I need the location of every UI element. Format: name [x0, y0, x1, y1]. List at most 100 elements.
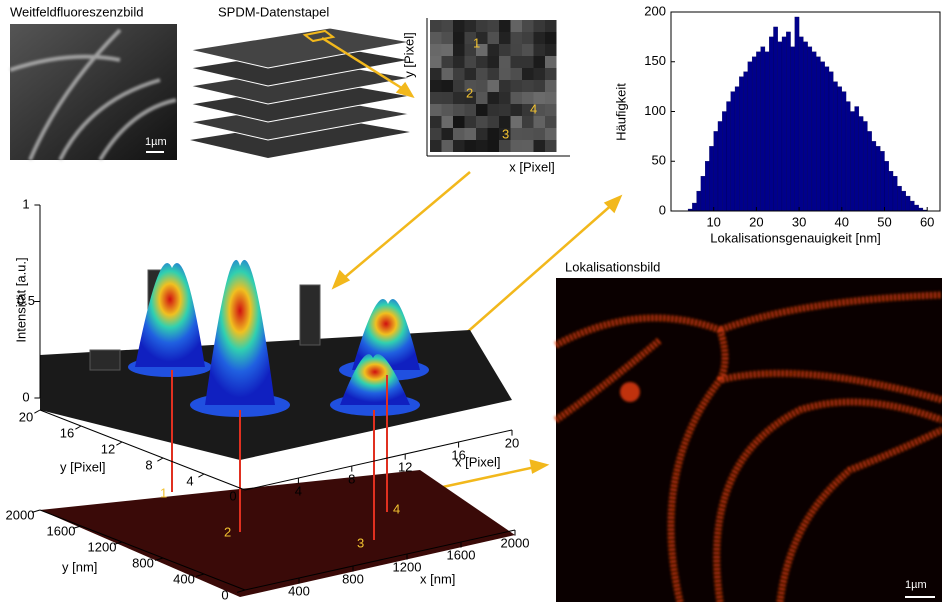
- pixel: [511, 92, 523, 104]
- bar: [829, 72, 833, 211]
- pixel: [522, 20, 534, 32]
- pixel: [534, 32, 546, 44]
- bar: [786, 32, 790, 211]
- pixel: [453, 32, 465, 44]
- bar: [778, 42, 782, 211]
- pixel: [430, 116, 442, 128]
- pixel: [488, 128, 500, 140]
- pixel: [545, 104, 557, 116]
- tick-label: 20: [505, 435, 519, 450]
- tick-label: 1200: [393, 559, 422, 574]
- bar: [769, 37, 773, 211]
- tick-label: 0: [221, 587, 228, 602]
- inset-spot: 4: [530, 101, 537, 116]
- pixel: [465, 128, 477, 140]
- bar: [795, 17, 799, 211]
- bar: [850, 112, 854, 212]
- y-tick-label: 100: [644, 103, 666, 118]
- tick-label: 400: [288, 583, 310, 598]
- pixel: [476, 20, 488, 32]
- pixel: [499, 104, 511, 116]
- pixel: [545, 32, 557, 44]
- bar: [863, 121, 867, 211]
- bar: [791, 47, 795, 211]
- pixel: [522, 56, 534, 68]
- bar: [765, 52, 769, 211]
- tick-label: 2000: [501, 535, 530, 550]
- pixel: [499, 80, 511, 92]
- bar: [722, 112, 726, 212]
- pixel: [453, 20, 465, 32]
- pixel-inset: [430, 20, 557, 152]
- pixel: [534, 116, 546, 128]
- inset-spot: 1: [473, 35, 480, 50]
- pixel: [511, 56, 523, 68]
- pixel: [476, 80, 488, 92]
- x-tick-label: 20: [749, 214, 763, 229]
- pixel: [476, 116, 488, 128]
- tick-label: 12: [101, 441, 115, 456]
- pixel: [545, 140, 557, 152]
- bar: [761, 47, 765, 211]
- tick-label: 4: [295, 483, 302, 498]
- bar: [820, 62, 824, 211]
- bar: [825, 67, 829, 211]
- pixel: [511, 20, 523, 32]
- pixel: [522, 128, 534, 140]
- bar: [889, 171, 893, 211]
- scalebar-label: 1µm: [905, 579, 927, 591]
- bar: [833, 82, 837, 211]
- pixel: [453, 92, 465, 104]
- bar: [697, 191, 701, 211]
- pixel: [430, 128, 442, 140]
- tick-mark: [157, 458, 163, 461]
- bar: [731, 92, 735, 211]
- figure: Weitfeldfluoreszenzbild 1µm SPDM-Datenst…: [0, 0, 942, 602]
- pixel: [442, 56, 454, 68]
- pixel: [453, 104, 465, 116]
- pixel: [430, 20, 442, 32]
- pixel: [534, 68, 546, 80]
- bar: [867, 131, 871, 211]
- origin-label: 0: [229, 488, 236, 503]
- pixel: [534, 44, 546, 56]
- bar: [799, 37, 803, 211]
- x-tick-label: 60: [920, 214, 934, 229]
- pixel: [545, 128, 557, 140]
- widefield-title: Weitfeldfluoreszenzbild: [10, 4, 143, 19]
- pixel: [453, 68, 465, 80]
- tick-label: 2000: [6, 507, 35, 522]
- tick-label: 12: [398, 459, 412, 474]
- pixel: [476, 56, 488, 68]
- pixel: [499, 56, 511, 68]
- pixel: [534, 80, 546, 92]
- spot-label: 4: [393, 501, 400, 516]
- pixel: [511, 140, 523, 152]
- pixel: [465, 140, 477, 152]
- pixel: [476, 68, 488, 80]
- bar: [846, 102, 850, 211]
- pixel: [499, 140, 511, 152]
- bar: [914, 205, 918, 211]
- stack: [190, 28, 410, 158]
- pixel: [442, 80, 454, 92]
- histogram: 050100150200102030405060Lokalisationsgen…: [613, 3, 940, 245]
- bar: [872, 141, 876, 211]
- y-tick-label: 150: [644, 53, 666, 68]
- tick-label: 8: [145, 457, 152, 472]
- bar: [906, 196, 910, 211]
- pixel: [465, 116, 477, 128]
- tick-mark: [198, 474, 204, 477]
- pixel: [545, 20, 557, 32]
- bar: [705, 161, 709, 211]
- pixel: [511, 68, 523, 80]
- pixel: [488, 56, 500, 68]
- localization-title: Lokalisationsbild: [565, 259, 660, 274]
- pixel: [442, 116, 454, 128]
- y-tick-label: 50: [652, 153, 666, 168]
- pixel: [442, 128, 454, 140]
- pixel: [499, 68, 511, 80]
- pixel: [488, 44, 500, 56]
- pixel: [465, 68, 477, 80]
- pixel: [453, 56, 465, 68]
